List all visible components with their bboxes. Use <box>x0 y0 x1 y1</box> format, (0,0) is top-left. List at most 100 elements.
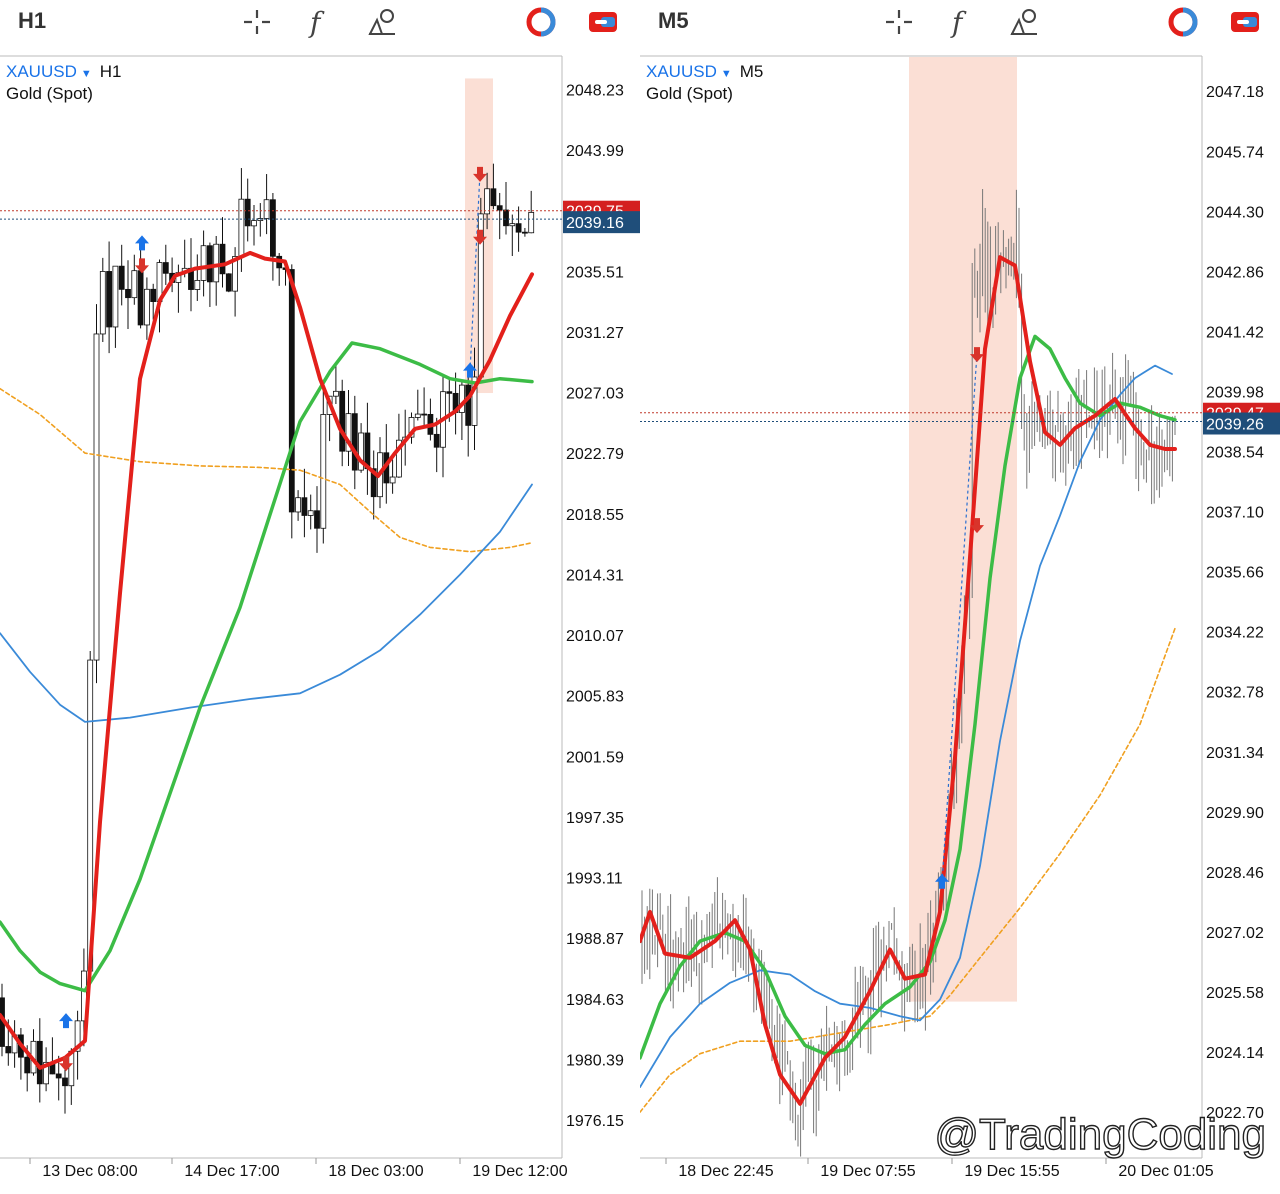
candle-body <box>206 245 213 283</box>
candle-body <box>131 270 138 299</box>
y-tick-label: 2044.30 <box>1206 204 1264 221</box>
current-price-box <box>1203 412 1280 435</box>
sell-arrow-icon <box>59 1056 73 1072</box>
trade-connector-line <box>941 353 978 883</box>
candle-body <box>238 198 245 257</box>
objects-icon[interactable] <box>1007 6 1041 38</box>
chart-pane-m5[interactable]: 2047.18 2045.74 2044.30 2042.86 2041.42 2039.… <box>640 0 1280 1194</box>
candle-body <box>232 256 239 292</box>
symbol-description: Gold (Spot) <box>6 84 93 103</box>
ma-line-green <box>640 334 1177 1060</box>
svg-text:f: f <box>308 6 325 38</box>
symbol-dropdown-icon[interactable]: ▼ <box>80 68 92 80</box>
crosshair-icon[interactable] <box>240 6 274 38</box>
candle-body <box>269 199 276 257</box>
candle-body <box>213 243 220 283</box>
candle-body <box>112 265 119 328</box>
timeframe-label[interactable]: H1 <box>18 8 47 33</box>
y-tick-label: 2024.14 <box>1206 1045 1264 1062</box>
ma-line-orange <box>640 627 1176 1113</box>
x-tick-label: 18 Dec 03:00 <box>328 1163 423 1180</box>
candle-body <box>200 245 207 281</box>
crosshair-icon[interactable] <box>882 6 916 38</box>
objects-icon[interactable] <box>365 6 399 38</box>
sell-arrow-icon <box>970 347 984 363</box>
candle-body <box>99 271 106 335</box>
symbol-dropdown-icon[interactable]: ▼ <box>720 68 732 80</box>
indicator-toggle-icon[interactable] <box>524 6 558 38</box>
y-tick-label: 1984.63 <box>566 992 624 1009</box>
chart-pane-h1[interactable]: 2048.232043.992039.752035.512031.272027.… <box>0 0 640 1194</box>
candle-body <box>351 413 358 471</box>
chart-type-icon[interactable] <box>1228 6 1262 38</box>
candle-body <box>43 1061 49 1085</box>
symbol-label[interactable]: XAUUSD ▼ H1 <box>6 62 121 82</box>
function-icon[interactable]: f <box>944 6 978 38</box>
candle-body <box>55 1073 62 1079</box>
candle-body <box>24 1056 31 1074</box>
candle-body <box>219 243 226 275</box>
candle-body <box>389 476 396 484</box>
y-tick-label: 2014.31 <box>566 568 624 585</box>
ma-line-red <box>0 250 534 1070</box>
y-tick-label: 2035.51 <box>566 264 624 281</box>
candle-body <box>458 384 465 413</box>
candle-body <box>503 209 509 227</box>
candle-body <box>490 188 497 207</box>
chart-type-icon[interactable] <box>586 6 620 38</box>
x-tick-label: 18 Dec 22:45 <box>678 1163 773 1180</box>
candle-body <box>358 432 365 471</box>
symbol-description: Gold (Spot) <box>646 84 733 103</box>
candle-body <box>332 390 339 397</box>
buy-arrow-icon <box>135 235 149 251</box>
candle-body <box>137 270 144 326</box>
symbol-name[interactable]: XAUUSD <box>6 62 77 81</box>
symbol-timeframe: M5 <box>739 62 764 81</box>
function-icon[interactable]: f <box>302 6 336 38</box>
y-tick-label: 2047.18 <box>1206 84 1264 101</box>
chart-canvas-h1[interactable]: 2048.232043.992039.752035.512031.272027.… <box>0 0 640 1194</box>
timeframe-label[interactable]: M5 <box>658 8 689 33</box>
chart-canvas-m5[interactable]: 2047.18 2045.74 2044.30 2042.86 2041.42 2039.… <box>640 0 1280 1194</box>
x-tick-label: 20 Dec 01:05 <box>1118 1163 1213 1180</box>
x-tick-label: 13 Dec 08:00 <box>42 1163 137 1180</box>
price-bars <box>641 189 1176 1157</box>
candle-body <box>465 384 472 426</box>
symbol-name[interactable]: XAUUSD <box>646 62 717 81</box>
candle-body <box>118 265 125 290</box>
candle-body <box>515 223 522 233</box>
candle-body <box>93 333 100 661</box>
x-tick-label: 19 Dec 15:55 <box>964 1163 1059 1180</box>
y-tick-label: 2005.83 <box>566 689 624 706</box>
svg-text:f: f <box>950 6 967 38</box>
highlight-zone <box>909 57 1017 1002</box>
ma-line-red <box>640 255 1177 1106</box>
y-tick-label: 2043.99 <box>566 143 624 160</box>
candle-body <box>106 271 112 328</box>
candle-body <box>421 413 428 416</box>
y-tick-label: 2031.34 <box>1206 745 1264 762</box>
y-tick-label: 1997.35 <box>566 810 624 827</box>
indicator-toggle-icon[interactable] <box>1166 6 1200 38</box>
y-tick-label: 2028.46 <box>1206 865 1264 882</box>
y-tick-label: 2032.78 <box>1206 685 1264 702</box>
ma-line-orange <box>0 387 531 553</box>
candle-body <box>433 433 440 448</box>
candle-body <box>74 1020 81 1052</box>
candle-body <box>162 262 169 274</box>
x-tick-label: 19 Dec 12:00 <box>472 1163 567 1180</box>
y-tick-label: 2027.02 <box>1206 925 1264 942</box>
candle-body <box>414 413 421 418</box>
sell-arrow-icon <box>135 258 149 274</box>
y-tick-label: 2035.66 <box>1206 565 1264 582</box>
y-tick-label: 2027.03 <box>566 386 624 403</box>
toolbar: M5 f <box>640 0 1280 44</box>
candle-body <box>522 231 528 234</box>
symbol-label[interactable]: XAUUSD ▼ M5 <box>646 62 763 82</box>
y-tick-label: 2037.10 <box>1206 505 1264 522</box>
candle-body <box>370 468 377 498</box>
candle-body <box>5 1046 12 1054</box>
y-tick-label: 2039.98 <box>1206 385 1264 402</box>
candle-body <box>143 288 150 326</box>
y-tick-label: 2045.74 <box>1206 144 1264 161</box>
